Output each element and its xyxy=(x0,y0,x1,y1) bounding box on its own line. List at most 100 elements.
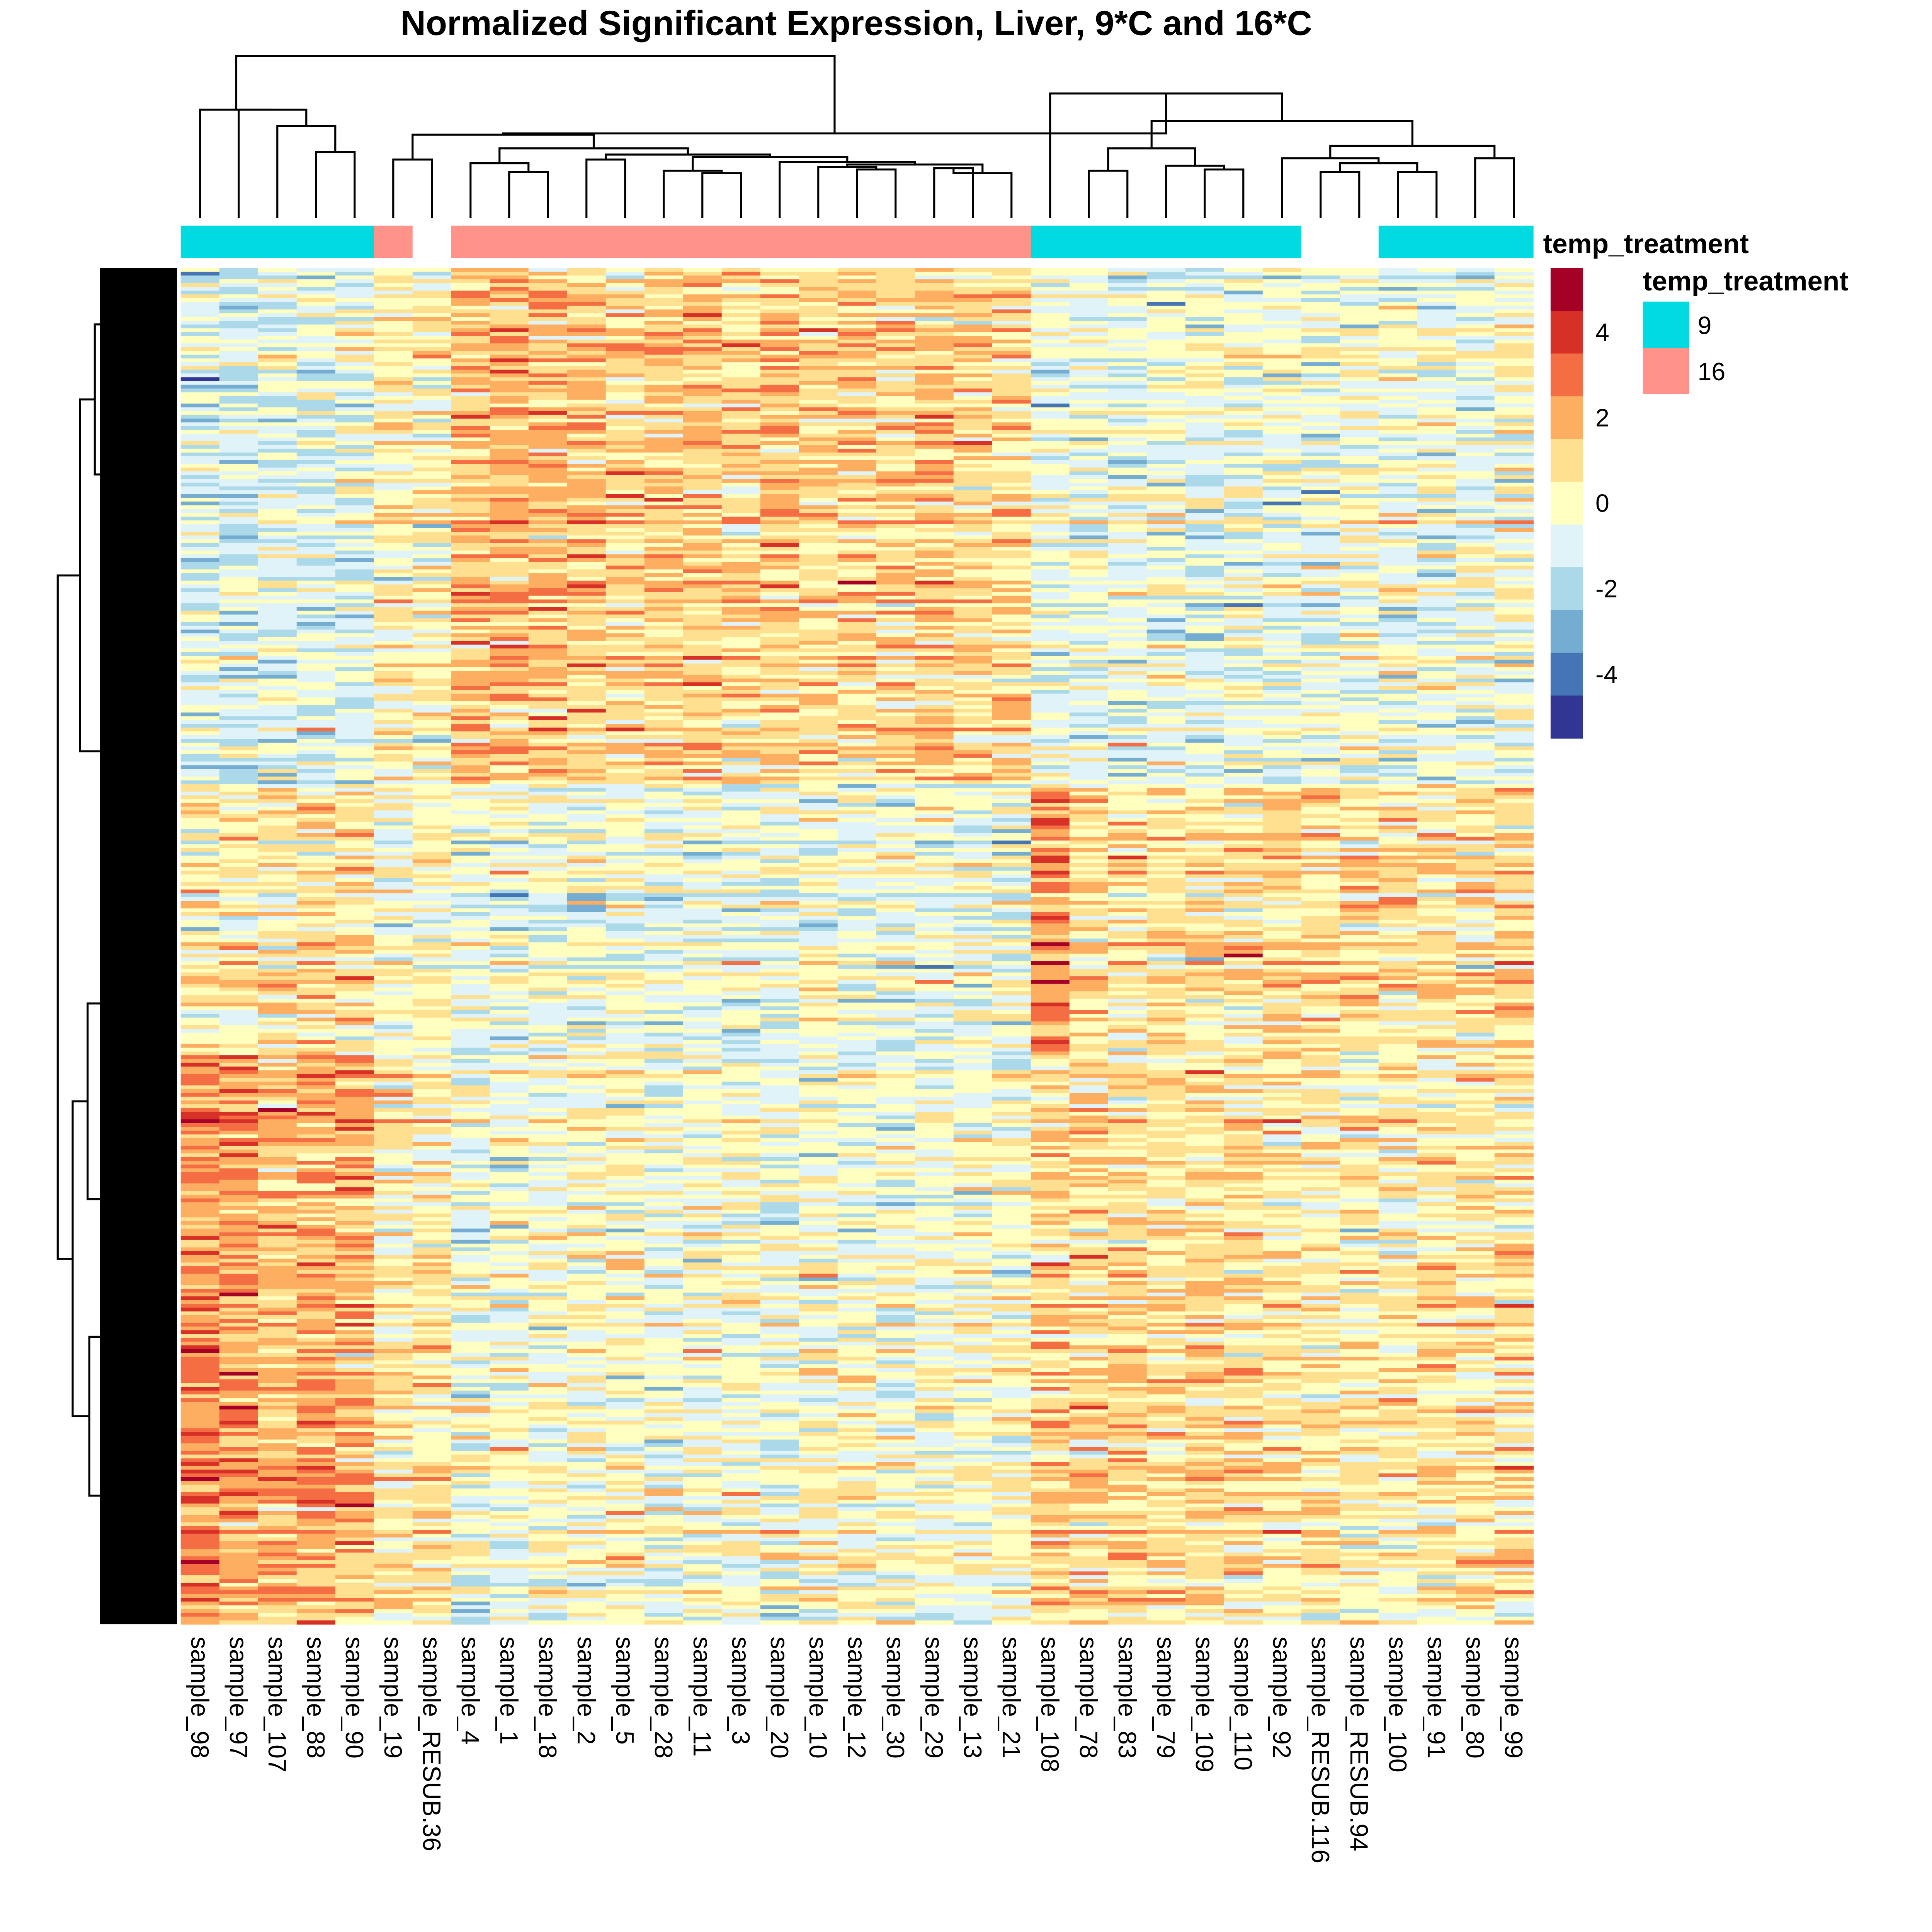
heatmap-cell xyxy=(567,434,607,438)
heatmap-cell xyxy=(335,302,375,306)
heatmap-cell xyxy=(605,652,645,656)
heatmap-cell xyxy=(567,742,607,747)
heatmap-cell xyxy=(721,415,761,419)
heatmap-cell xyxy=(258,565,298,570)
heatmap-cell xyxy=(412,535,452,540)
heatmap-cell xyxy=(605,509,645,514)
heatmap-cell xyxy=(1340,498,1379,502)
heatmap-cell xyxy=(953,509,993,514)
heatmap-cell xyxy=(412,569,452,574)
heatmap-cell xyxy=(296,343,336,348)
heatmap-cell xyxy=(1494,569,1534,574)
heatmap-cell xyxy=(760,584,800,589)
heatmap-cell xyxy=(1185,441,1225,446)
heatmap-cell xyxy=(258,754,298,759)
heatmap-cell xyxy=(1185,614,1225,619)
heatmap-cell xyxy=(1301,626,1341,630)
heatmap-cell xyxy=(180,539,220,544)
annotation-cell xyxy=(258,225,297,258)
heatmap-cell xyxy=(490,705,529,709)
heatmap-cell xyxy=(1146,663,1186,668)
heatmap-cell xyxy=(180,750,220,755)
heatmap-cell xyxy=(412,709,452,713)
heatmap-cell xyxy=(721,298,761,303)
heatmap-cell xyxy=(1494,561,1534,566)
heatmap-cell xyxy=(335,347,375,352)
heatmap-cell xyxy=(1494,309,1534,314)
heatmap-cell xyxy=(760,475,800,480)
heatmap-cell xyxy=(683,283,723,287)
heatmap-cell xyxy=(1108,633,1148,638)
heatmap-cell xyxy=(374,679,413,683)
heatmap-cell xyxy=(412,697,452,702)
heatmap-cell xyxy=(953,309,993,314)
heatmap-cell xyxy=(1185,505,1225,510)
heatmap-cell xyxy=(296,354,336,359)
heatmap-cell xyxy=(644,490,684,495)
heatmap-cell xyxy=(953,475,993,480)
heatmap-cell xyxy=(644,377,684,382)
heatmap-cell xyxy=(567,626,607,630)
heatmap-cell xyxy=(1185,328,1225,333)
heatmap-cell xyxy=(876,452,916,457)
heatmap-cell xyxy=(567,403,607,408)
heatmap-cell xyxy=(1378,569,1418,574)
heatmap-cell xyxy=(605,543,645,548)
heatmap-cell xyxy=(1108,750,1148,755)
heatmap-cell xyxy=(1301,528,1341,532)
heatmap-cell xyxy=(374,336,413,340)
heatmap-cell xyxy=(760,486,800,491)
heatmap-cell xyxy=(683,449,723,453)
heatmap-cell xyxy=(1340,430,1379,434)
heatmap-cell xyxy=(1456,437,1495,442)
heatmap-cell xyxy=(1224,309,1264,314)
heatmap-cell xyxy=(296,464,336,468)
heatmap-cell xyxy=(1224,362,1264,367)
heatmap-cell xyxy=(1494,494,1534,498)
heatmap-cell xyxy=(296,731,336,736)
heatmap-cell xyxy=(1417,332,1457,337)
heatmap-cell xyxy=(180,321,220,325)
heatmap-cell xyxy=(296,373,336,378)
heatmap-cell xyxy=(837,426,877,431)
heatmap-cell xyxy=(1378,633,1418,638)
heatmap-cell xyxy=(1031,377,1070,382)
heatmap-cell xyxy=(180,369,220,374)
heatmap-cell xyxy=(760,400,800,404)
heatmap-cell xyxy=(1224,437,1264,442)
heatmap-cell xyxy=(258,276,298,280)
heatmap-cell xyxy=(219,505,259,510)
heatmap-cell xyxy=(1031,486,1070,491)
heatmap-cell xyxy=(1031,309,1070,314)
heatmap-cell xyxy=(1108,505,1148,510)
heatmap-cell xyxy=(258,321,298,325)
heatmap-cell xyxy=(1108,599,1148,604)
heatmap-cell xyxy=(1301,351,1341,355)
heatmap-cell xyxy=(335,611,375,615)
heatmap-cell xyxy=(644,351,684,355)
heatmap-cell xyxy=(1224,298,1264,303)
heatmap-cell xyxy=(528,735,568,740)
heatmap-cell xyxy=(180,396,220,401)
heatmap-cell xyxy=(258,445,298,449)
heatmap-cell xyxy=(1378,652,1418,656)
heatmap-cell xyxy=(490,531,529,536)
heatmap-cell xyxy=(1224,535,1264,540)
heatmap-cell xyxy=(567,716,607,721)
heatmap-cell xyxy=(953,614,993,619)
heatmap-cell xyxy=(567,505,607,510)
heatmap-cell xyxy=(605,637,645,641)
heatmap-cell xyxy=(1224,509,1264,514)
heatmap-cell xyxy=(721,501,761,506)
heatmap-cell xyxy=(1224,430,1264,434)
heatmap-cell xyxy=(374,694,413,698)
dendrogram-branch xyxy=(498,147,689,163)
heatmap-cell xyxy=(915,490,954,495)
heatmap-cell xyxy=(180,724,220,728)
heatmap-cell xyxy=(1146,727,1186,732)
heatmap-cell xyxy=(1417,343,1457,348)
heatmap-cell xyxy=(992,407,1032,412)
heatmap-cell xyxy=(1146,595,1186,600)
heatmap-cell xyxy=(1031,373,1070,378)
heatmap-cell xyxy=(180,475,220,480)
